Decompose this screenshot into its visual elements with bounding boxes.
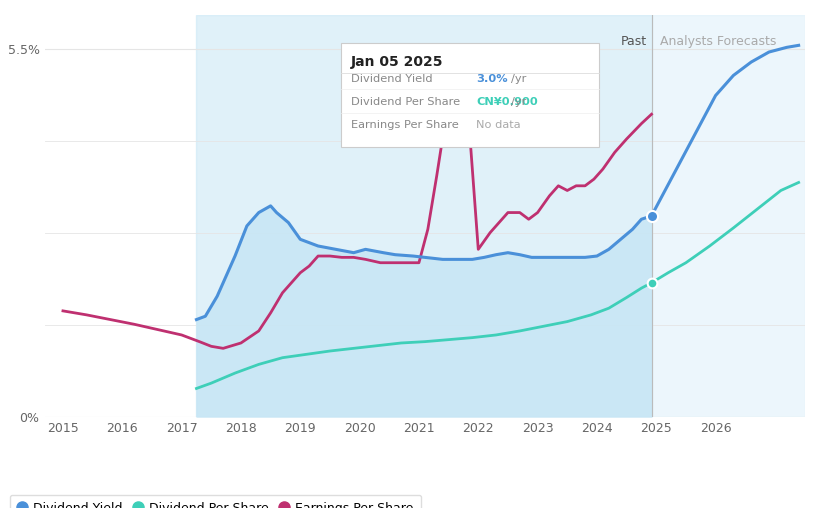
Text: Dividend Per Share: Dividend Per Share bbox=[351, 97, 460, 107]
Text: CN¥0.900: CN¥0.900 bbox=[476, 97, 538, 107]
Text: Past: Past bbox=[621, 35, 647, 48]
Legend: Dividend Yield, Dividend Per Share, Earnings Per Share: Dividend Yield, Dividend Per Share, Earn… bbox=[10, 495, 421, 508]
Text: Dividend Yield: Dividend Yield bbox=[351, 74, 432, 84]
Text: 3.0%: 3.0% bbox=[476, 74, 508, 84]
Bar bbox=[196, 15, 652, 417]
Text: /yr: /yr bbox=[511, 97, 526, 107]
Text: Earnings Per Share: Earnings Per Share bbox=[351, 120, 458, 131]
Text: Jan 05 2025: Jan 05 2025 bbox=[351, 55, 443, 70]
Bar bbox=[652, 15, 805, 417]
Text: No data: No data bbox=[476, 120, 521, 131]
Text: Analysts Forecasts: Analysts Forecasts bbox=[660, 35, 777, 48]
Text: /yr: /yr bbox=[511, 74, 526, 84]
